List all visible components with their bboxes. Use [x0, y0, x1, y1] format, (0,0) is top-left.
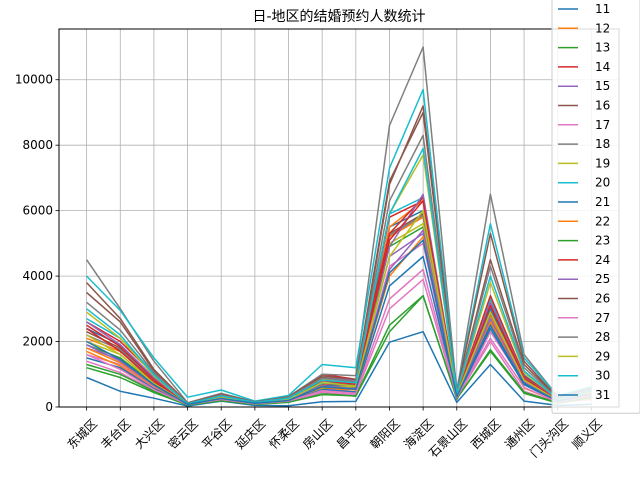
legend-box [551, 0, 640, 414]
legend-label: 19 [595, 156, 610, 170]
legend-label: 22 [595, 214, 610, 228]
series-line [86, 294, 592, 406]
series-line [86, 268, 592, 406]
legend-label: 25 [595, 272, 610, 286]
legend-label: 17 [595, 118, 610, 132]
y-tick-label: 8000 [22, 138, 53, 152]
legend-label: 18 [595, 137, 610, 151]
legend-label: 23 [595, 234, 610, 248]
series-line [86, 147, 592, 405]
legend-label: 13 [595, 41, 610, 55]
series-line [86, 239, 592, 406]
y-axis: 0 2000 4000 6000 8000 10000 [15, 73, 59, 414]
legend-label: 28 [595, 330, 610, 344]
y-tick-label: 2000 [22, 335, 53, 349]
legend-label: 15 [595, 79, 610, 93]
y-tick-label: 0 [45, 400, 53, 414]
legend-label: 11 [595, 2, 610, 16]
series-line [86, 88, 592, 402]
series-lines [85, 46, 592, 407]
series-line [85, 46, 592, 404]
legend-label: 31 [595, 388, 610, 402]
legend: 11 12 13 14 15 16 17 18 19 20 21 22 23 24 25 26 27 28 29 30… [551, 0, 640, 414]
chart-title: 日-地区的结婚预约人数统计 [252, 9, 425, 25]
legend-label: 12 [595, 21, 610, 35]
legend-label: 30 [595, 369, 610, 383]
series-line [86, 134, 592, 405]
legend-label: 26 [595, 292, 610, 306]
legend-label: 24 [595, 253, 610, 267]
y-tick-label: 4000 [22, 269, 53, 283]
series-line [86, 200, 592, 405]
legend-label: 14 [595, 60, 610, 74]
legend-label: 16 [595, 99, 610, 113]
legend-label: 20 [595, 176, 610, 190]
legend-label: 21 [595, 195, 610, 209]
legend-label: 27 [595, 311, 610, 325]
series-line [86, 111, 592, 404]
y-tick-label: 6000 [22, 204, 53, 218]
y-tick-label: 10000 [15, 73, 53, 87]
series-line [86, 330, 592, 407]
legend-label: 29 [595, 349, 610, 363]
